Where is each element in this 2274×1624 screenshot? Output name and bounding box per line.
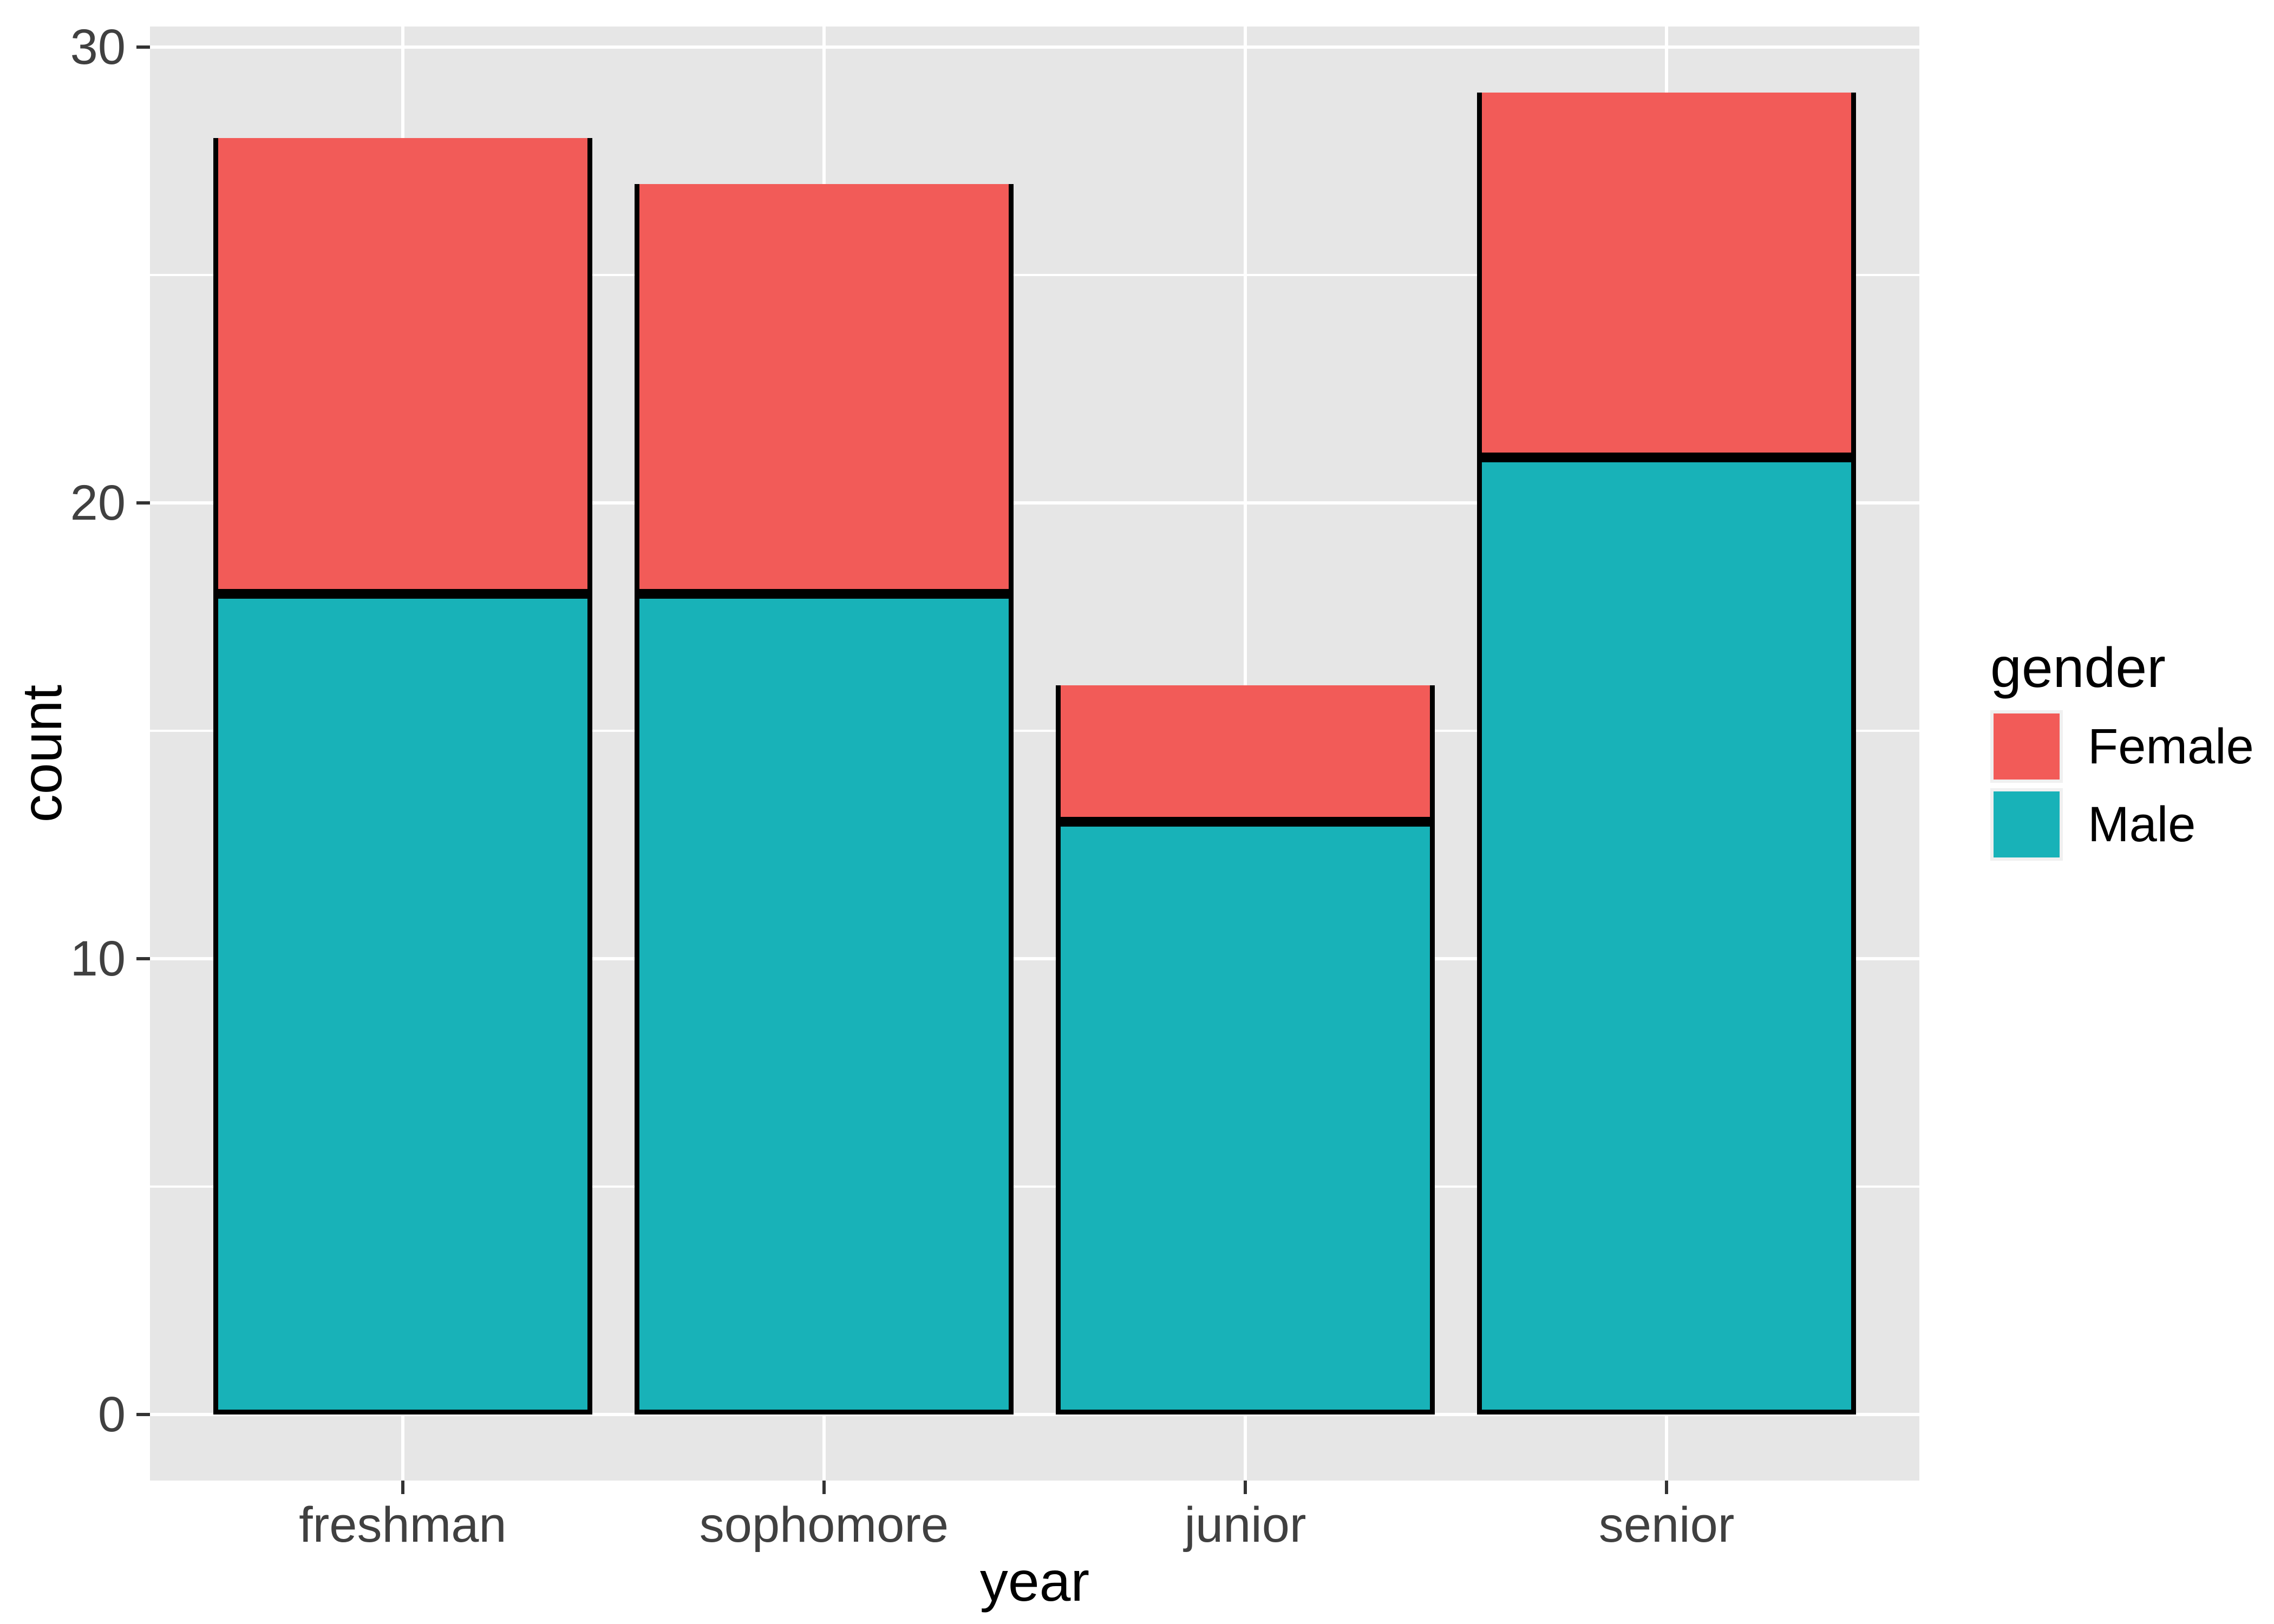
- x-tick-mark-sophomore: [822, 1481, 826, 1494]
- x-tick-label-senior: senior: [1598, 1497, 1735, 1553]
- legend-swatch-female: [1994, 713, 2060, 780]
- gridline-major-y-10: [150, 957, 1919, 960]
- gridline-minor-y-5: [150, 1186, 1919, 1188]
- gridline-major-y-30: [150, 45, 1919, 49]
- bar-segment-freshman-male: [213, 594, 592, 1415]
- x-tick-label-junior: junior: [1184, 1497, 1306, 1553]
- bar-segment-freshman-female: [213, 138, 592, 594]
- y-tick-label-30: 30: [70, 19, 126, 75]
- bar-segment-junior-female: [1055, 685, 1435, 822]
- y-tick-mark-0: [136, 1413, 150, 1416]
- y-tick-mark-10: [136, 957, 150, 960]
- legend-item-female: Female: [1990, 710, 2254, 783]
- y-tick-label-20: 20: [70, 475, 126, 531]
- x-axis-title: year: [979, 1550, 1090, 1613]
- gridline-minor-y-15: [150, 730, 1919, 732]
- legend-swatch-male: [1994, 791, 2060, 857]
- legend-label-female: Female: [2088, 719, 2254, 774]
- legend-key-female: [1990, 710, 2063, 783]
- gridline-major-y-0: [150, 1413, 1919, 1416]
- gridline-major-y-20: [150, 501, 1919, 505]
- bar-segment-senior-female: [1477, 93, 1857, 457]
- y-tick-label-10: 10: [70, 931, 126, 986]
- y-axis-title: count: [11, 684, 74, 823]
- y-tick-mark-20: [136, 501, 150, 505]
- gridline-minor-y-25: [150, 274, 1919, 276]
- legend-label-male: Male: [2088, 797, 2196, 852]
- x-tick-label-freshman: freshman: [299, 1497, 507, 1553]
- y-tick-mark-30: [136, 45, 150, 49]
- bar-segment-senior-male: [1477, 457, 1857, 1415]
- y-tick-label-0: 0: [97, 1387, 126, 1442]
- legend-items: Female Male: [1990, 710, 2254, 861]
- legend-title: gender: [1990, 637, 2166, 699]
- legend-key-male: [1990, 788, 2063, 861]
- x-tick-mark-freshman: [401, 1481, 404, 1494]
- legend: gender Female Male: [1990, 638, 2254, 866]
- legend-item-male: Male: [1990, 788, 2254, 861]
- x-tick-label-sophomore: sophomore: [699, 1497, 949, 1553]
- x-tick-mark-senior: [1665, 1481, 1669, 1494]
- bar-segment-sophomore-male: [634, 594, 1014, 1415]
- bar-segment-junior-male: [1055, 822, 1435, 1415]
- x-tick-mark-junior: [1244, 1481, 1247, 1494]
- bar-segment-sophomore-female: [634, 184, 1014, 594]
